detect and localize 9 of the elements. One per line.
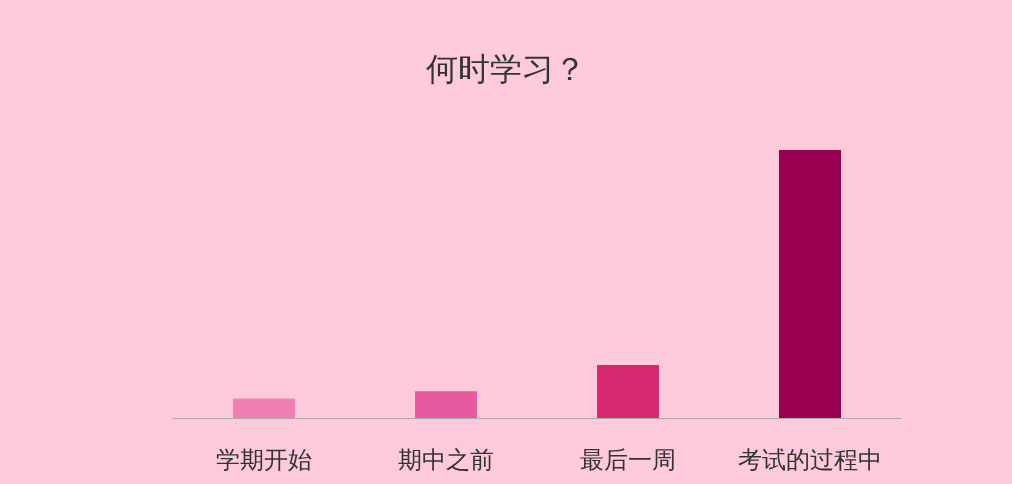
bar [597,364,659,418]
bar [415,391,477,418]
bar [779,150,841,418]
chart-title: 何时学习？ [426,50,586,88]
x-tick-label: 学期开始 [216,446,312,474]
x-tick-label: 考试的过程中 [738,446,882,474]
bar [233,398,295,418]
x-tick-label: 最后一周 [580,446,676,474]
x-tick-label: 期中之前 [398,446,494,474]
